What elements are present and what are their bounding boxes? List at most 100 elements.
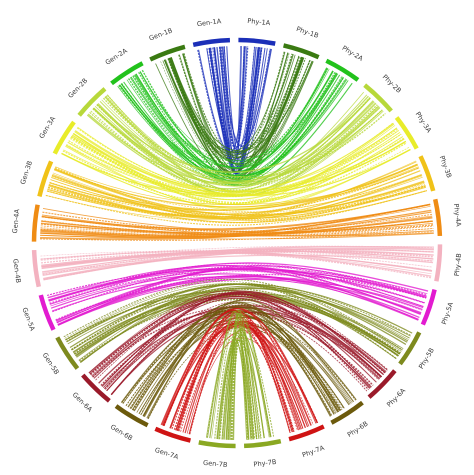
- synteny-link: [92, 102, 377, 187]
- synteny-link: [221, 335, 254, 440]
- chromosome-segment-gen-5b: [55, 336, 80, 370]
- chromosome-label-gen-7a: Gen-7A: [154, 446, 180, 461]
- synteny-link: [99, 94, 368, 184]
- synteny-link: [106, 290, 384, 392]
- chromosome-segment-phy-2b: [363, 83, 393, 113]
- synteny-link: [56, 266, 427, 324]
- chromosome-label-phy-3b: Phy-3B: [438, 155, 454, 180]
- synteny-link: [117, 72, 337, 179]
- synteny-link: [162, 325, 318, 426]
- chromosome-label-gen-4a: Gen-4A: [11, 208, 21, 234]
- synteny-link: [120, 80, 349, 180]
- synteny-link: [178, 310, 294, 433]
- synteny-link: [182, 53, 305, 166]
- chromosome-segment-gen-5a: [38, 294, 56, 331]
- synteny-link: [101, 99, 375, 182]
- synteny-link: [178, 54, 299, 170]
- synteny-link: [41, 248, 434, 268]
- synteny-link: [144, 301, 353, 418]
- synteny-link: [76, 287, 409, 358]
- synteny-link: [72, 123, 395, 201]
- synteny-link: [63, 279, 403, 351]
- synteny-link: [100, 304, 389, 386]
- synteny-link: [42, 254, 434, 276]
- synteny-link: [118, 72, 337, 167]
- synteny-link: [123, 74, 341, 182]
- synteny-link: [223, 328, 265, 440]
- synteny-link: [51, 275, 422, 314]
- chromosome-segment-gen-1a: [192, 37, 231, 47]
- chromosome-segment-gen-7b: [198, 440, 236, 449]
- synteny-link: [40, 245, 434, 261]
- synteny-link: [220, 46, 261, 155]
- chromosome-ring: [31, 37, 443, 449]
- synteny-link: [42, 245, 434, 273]
- chromosome-label-gen-6b: Gen-6B: [109, 423, 134, 443]
- synteny-link: [40, 228, 434, 241]
- chromosome-label-gen-2b: Gen-2B: [66, 76, 89, 99]
- synteny-link: [63, 122, 394, 195]
- synteny-link: [168, 54, 294, 156]
- synteny-link: [121, 76, 343, 186]
- chromosome-segment-phy-5a: [420, 289, 437, 326]
- chromosome-label-phy-4b: Phy-4B: [453, 252, 463, 276]
- synteny-link: [50, 273, 419, 321]
- synteny-link: [139, 70, 334, 161]
- synteny-link: [54, 164, 419, 208]
- synteny-link: [54, 168, 426, 213]
- synteny-link: [41, 246, 434, 267]
- chromosome-label-phy-7b: Phy-7B: [253, 458, 277, 469]
- chromosome-label-gen-6a: Gen-6A: [71, 391, 94, 414]
- chromosome-segment-gen-6b: [114, 404, 149, 428]
- chromosome-label-phy-6a: Phy-6A: [385, 386, 407, 408]
- synteny-link: [141, 69, 345, 177]
- chromosome-segment-gen-3b: [37, 160, 54, 197]
- chromosome-label-phy-4a: Phy-4A: [452, 203, 463, 227]
- chromosome-label-gen-7b: Gen-7B: [203, 459, 229, 469]
- synteny-link: [216, 338, 250, 440]
- chromosome-segment-phy-1b: [283, 43, 320, 60]
- synteny-link: [232, 335, 262, 440]
- chromosome-segment-phy-3b: [418, 155, 436, 192]
- synteny-link: [101, 292, 383, 387]
- synteny-link: [54, 168, 425, 216]
- chromosome-segment-gen-3a: [52, 120, 76, 155]
- chromosome-segment-gen-4b: [31, 249, 41, 288]
- synteny-link: [67, 140, 407, 196]
- chromosome-label-phy-6b: Phy-6B: [346, 419, 370, 438]
- synteny-link: [226, 313, 255, 440]
- synteny-link: [93, 295, 377, 383]
- synteny-link: [89, 292, 372, 388]
- synteny-link: [164, 57, 304, 159]
- synteny-link: [160, 60, 311, 177]
- link-layer: [40, 46, 434, 440]
- synteny-link: [230, 326, 275, 440]
- synteny-link: [167, 51, 285, 161]
- synteny-link: [55, 279, 422, 321]
- synteny-link: [121, 319, 344, 409]
- synteny-link: [57, 276, 423, 326]
- synteny-link: [48, 263, 425, 303]
- synteny-link: [229, 313, 260, 440]
- synteny-link: [41, 213, 432, 232]
- synteny-link: [57, 267, 424, 326]
- synteny-link: [138, 317, 345, 415]
- synteny-link: [48, 184, 426, 216]
- synteny-link: [42, 211, 434, 234]
- synteny-link: [170, 57, 313, 152]
- chromosome-segment-gen-6a: [81, 373, 111, 403]
- synteny-link: [164, 59, 311, 161]
- chromosome-label-gen-3a: Gen-3A: [38, 115, 58, 140]
- chromosome-segment-gen-4a: [31, 204, 40, 242]
- synteny-link: [223, 46, 248, 148]
- chromosome-label-gen-3b: Gen-3B: [19, 159, 34, 185]
- synteny-link: [40, 232, 434, 240]
- chromosome-segment-gen-1b: [149, 44, 186, 62]
- synteny-link: [162, 54, 296, 173]
- synteny-link: [48, 185, 428, 224]
- synteny-link: [40, 209, 432, 240]
- synteny-link: [52, 173, 426, 222]
- chromosome-label-gen-1b: Gen-1B: [148, 26, 174, 42]
- synteny-link: [66, 283, 412, 342]
- synteny-link: [76, 127, 402, 193]
